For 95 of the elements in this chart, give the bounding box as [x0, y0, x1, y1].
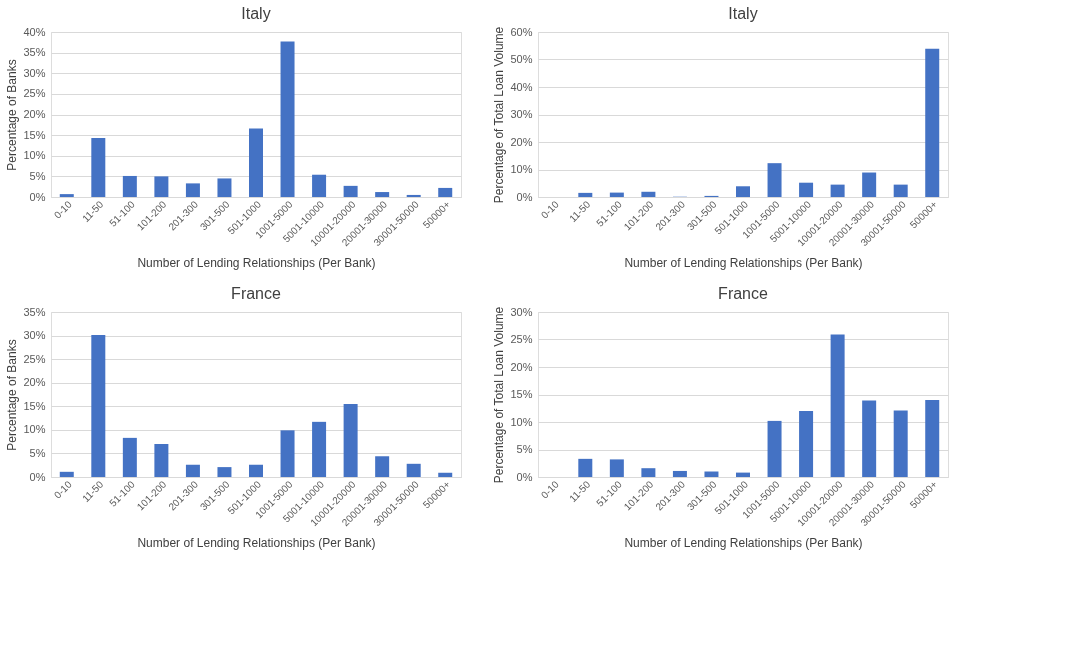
bar — [578, 192, 593, 197]
x-axis-title: Number of Lending Relationships (Per Bank) — [624, 536, 863, 551]
chart-title: France — [718, 285, 768, 302]
bar — [830, 184, 845, 197]
bar — [406, 194, 421, 197]
bar — [925, 400, 940, 477]
bar — [767, 420, 782, 477]
y-tick-label: 0% — [516, 190, 533, 203]
y-tick-label: 25% — [23, 352, 46, 365]
bar — [438, 472, 453, 477]
bar — [185, 183, 200, 197]
bar — [704, 471, 719, 477]
y-tick-label: 30% — [510, 108, 533, 120]
y-tick-label: 35% — [23, 46, 46, 59]
y-tick-label: 30% — [23, 66, 46, 79]
chart-title: Italy — [728, 5, 758, 22]
y-tick-label: 5% — [516, 443, 533, 455]
bar — [343, 403, 358, 477]
y-tick-label: 40% — [23, 25, 46, 38]
y-tick-label: 20% — [23, 108, 46, 120]
y-tick-label: 20% — [23, 376, 46, 389]
y-tick-label: 15% — [510, 388, 533, 400]
bar — [59, 471, 74, 477]
bar — [893, 184, 908, 197]
x-axis-title: Number of Lending Relationships (Per Bank) — [624, 256, 863, 271]
chart-title: Italy — [241, 5, 271, 22]
bar — [185, 464, 200, 477]
bar — [91, 138, 106, 197]
y-tick-label: 0% — [29, 470, 46, 483]
bar — [862, 172, 877, 197]
y-tick-label: 50% — [510, 53, 533, 65]
chart-title: France — [231, 285, 281, 302]
x-axis-title: Number of Lending Relationships (Per Bank) — [137, 256, 376, 271]
bar — [122, 175, 137, 197]
bar — [154, 444, 169, 477]
y-tick-label: 60% — [510, 25, 533, 38]
bar — [830, 334, 845, 477]
bar — [799, 411, 814, 477]
x-tick-label: 0-10 — [538, 478, 562, 501]
bar — [280, 41, 295, 197]
y-tick-label: 30% — [23, 329, 46, 342]
bar — [406, 463, 421, 477]
bar — [438, 187, 453, 197]
y-tick-label: 0% — [516, 470, 533, 483]
y-tick-label: 15% — [23, 399, 46, 412]
y-tick-label: 10% — [23, 423, 46, 436]
bar — [122, 437, 137, 477]
bar — [641, 191, 656, 197]
y-tick-label: 5% — [29, 169, 46, 182]
x-tick-label: 0-10 — [538, 198, 562, 221]
y-tick-label: 10% — [510, 163, 533, 175]
y-tick-label: 15% — [23, 128, 46, 141]
bar — [217, 467, 232, 477]
bar — [312, 421, 327, 477]
y-tick-label: 10% — [23, 149, 46, 162]
bar — [767, 163, 782, 197]
bar — [578, 458, 593, 477]
bar — [736, 186, 750, 197]
y-axis-title: Percentage of Total Loan Volume — [492, 306, 507, 484]
bar — [154, 176, 169, 197]
y-axis-title: Percentage of Total Loan Volume — [492, 26, 507, 204]
bar — [375, 456, 390, 477]
bar — [343, 185, 358, 197]
bar — [641, 468, 656, 477]
y-tick-label: 5% — [29, 446, 46, 459]
bar — [312, 174, 327, 197]
bar — [893, 410, 908, 477]
bar — [59, 194, 74, 197]
y-tick-label: 10% — [510, 415, 533, 428]
y-tick-label: 20% — [510, 360, 533, 373]
bar — [249, 464, 263, 477]
x-axis-title: Number of Lending Relationships (Per Bank) — [137, 536, 376, 551]
y-tick-label: 25% — [510, 333, 533, 345]
bar — [925, 48, 940, 197]
bar — [91, 335, 106, 477]
y-axis-title: Percentage of Banks — [5, 59, 20, 171]
y-tick-label: 0% — [29, 190, 46, 203]
x-tick-label: 0-10 — [51, 478, 75, 501]
x-tick-label: 0-10 — [51, 198, 75, 221]
y-tick-label: 40% — [510, 80, 533, 93]
y-axis-title: Percentage of Banks — [5, 339, 20, 451]
bar — [280, 430, 295, 477]
bar — [672, 470, 687, 477]
y-tick-label: 35% — [23, 305, 46, 318]
y-tick-label: 20% — [510, 135, 533, 148]
bar — [736, 472, 750, 477]
bar — [609, 192, 624, 197]
bar — [609, 459, 624, 477]
bar — [217, 178, 232, 197]
bar — [862, 400, 877, 477]
bar — [375, 192, 390, 197]
y-tick-label: 25% — [23, 87, 46, 100]
bar — [249, 128, 263, 197]
y-tick-label: 30% — [510, 305, 533, 318]
bar — [799, 182, 814, 197]
